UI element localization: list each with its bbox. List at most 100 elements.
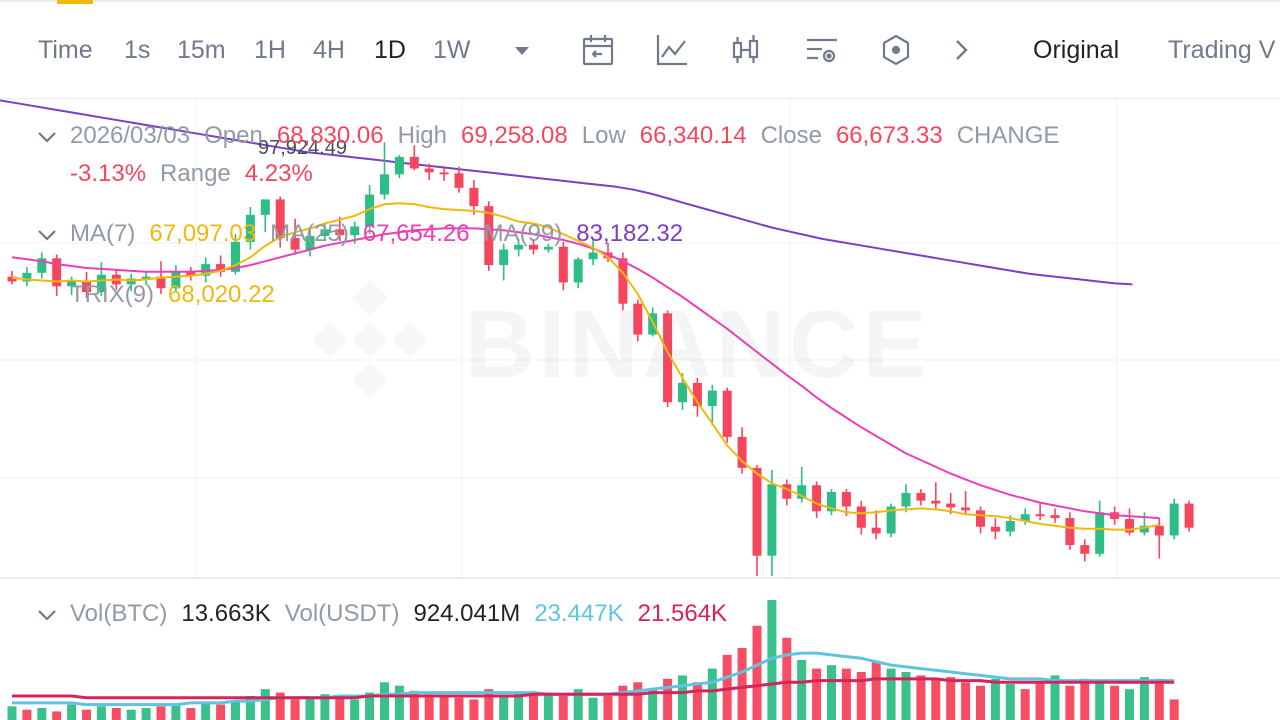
pane-divider[interactable] <box>0 577 1280 579</box>
candle <box>827 489 836 516</box>
chevron-down-icon[interactable] <box>36 224 58 246</box>
candlestick-type-icon[interactable] <box>728 32 764 68</box>
candle <box>990 518 1000 540</box>
candle <box>961 491 971 516</box>
volume-bar <box>752 625 762 720</box>
candle <box>633 299 643 342</box>
ma25-label: MA(25) <box>270 220 349 247</box>
volume-bar <box>856 672 866 720</box>
volume-bar <box>827 665 836 720</box>
volume-bar <box>96 706 106 720</box>
open-label: Open <box>204 122 263 149</box>
chevron-down-icon[interactable] <box>36 604 58 626</box>
chevron-right-icon[interactable] <box>944 32 980 68</box>
vol-btc-label: Vol(BTC) <box>70 600 168 627</box>
volume-bar <box>931 678 941 720</box>
candle <box>856 500 866 535</box>
volume-bar <box>558 696 568 720</box>
candle <box>1125 508 1134 536</box>
volume-bar <box>901 672 911 720</box>
indicator-chart-icon[interactable] <box>654 32 690 68</box>
trix-label: TRIX(9) <box>70 281 154 308</box>
ma25-line-path <box>11 227 1160 520</box>
volume-bar <box>216 704 226 720</box>
interval-1d[interactable]: 1D <box>374 36 406 64</box>
volume-bar <box>603 696 613 720</box>
candle <box>1080 539 1090 562</box>
candle <box>171 265 181 293</box>
candle <box>1139 512 1149 536</box>
ma-legend: MA(7) 67,097.03 MA(25) 67,654.26 MA(99) 83,18… <box>36 219 683 249</box>
view-tradingview-tab[interactable]: Trading V <box>1168 36 1276 64</box>
chevron-down-icon[interactable] <box>36 126 58 148</box>
high-label: High <box>397 122 447 149</box>
candle <box>1035 503 1045 520</box>
vol-ma1-value: 23.447K <box>534 600 624 627</box>
calendar-icon[interactable] <box>580 32 616 68</box>
candle <box>529 239 538 255</box>
candle <box>82 271 91 298</box>
volume-bar <box>67 704 77 720</box>
candle <box>916 489 926 506</box>
interval-time[interactable]: Time <box>38 36 93 64</box>
candle <box>454 166 464 193</box>
candle <box>588 239 598 266</box>
volume-bar <box>1020 689 1030 720</box>
volume-bar <box>841 668 851 720</box>
volume-bar <box>722 654 732 720</box>
candle <box>752 464 762 576</box>
view-original-tab[interactable]: Original <box>1033 36 1120 64</box>
volume-bar <box>1035 682 1045 720</box>
volume-bar <box>111 708 121 720</box>
volume-bar <box>201 702 211 720</box>
drawing-tools-icon[interactable] <box>878 32 914 68</box>
candle <box>1065 512 1075 550</box>
candle <box>260 199 270 233</box>
volume-legend: Vol(BTC) 13.663K Vol(USDT) 924.041M 23.447K 2… <box>36 599 727 629</box>
interval-1s[interactable]: 1s <box>124 36 151 64</box>
volume-bar <box>588 697 598 720</box>
volume-bar <box>782 637 792 720</box>
chart-settings-icon[interactable] <box>804 32 840 68</box>
range-value: 4.23% <box>244 160 313 187</box>
candle <box>52 254 62 296</box>
candle <box>931 482 941 511</box>
candle <box>901 484 911 513</box>
candle <box>275 196 285 248</box>
candle <box>96 262 106 296</box>
volume-bar <box>573 689 583 720</box>
volume-bar <box>171 704 181 720</box>
candle <box>767 469 777 576</box>
candle <box>692 378 702 417</box>
volume-bar <box>514 692 524 720</box>
top-border <box>0 0 1280 2</box>
volume-bar <box>886 668 896 720</box>
candle <box>216 255 226 277</box>
chart-toolbar: Time 1s 15m 1H 4H 1D 1W Original Tr <box>0 0 1280 99</box>
interval-4h[interactable]: 4H <box>313 36 345 64</box>
trix-legend: TRIX(9) 68,020.22 <box>70 280 275 310</box>
ma99-line <box>0 99 1133 286</box>
volume-bar <box>707 668 717 720</box>
ma99-line-path <box>0 99 1133 286</box>
candle <box>663 310 673 408</box>
candle <box>335 216 345 241</box>
interval-1h[interactable]: 1H <box>254 36 286 64</box>
watermark-text: BINANCE <box>465 291 931 398</box>
volume-bar <box>365 692 375 720</box>
volume-chart[interactable] <box>0 580 1280 720</box>
change-label: CHANGE <box>956 122 1060 149</box>
price-chart[interactable] <box>0 98 1280 578</box>
range-label: Range <box>160 160 231 187</box>
vol-btc-value: 13.663K <box>181 600 271 627</box>
candle <box>514 238 524 257</box>
volume-bar <box>275 692 285 720</box>
interval-1w[interactable]: 1W <box>433 36 471 64</box>
volume-bar <box>350 699 360 720</box>
dropdown-caret-icon[interactable] <box>504 32 540 68</box>
candle-date: 2026/03/03 <box>70 122 191 149</box>
ma7-value: 67,097.03 <box>149 220 257 247</box>
volume-bar <box>767 600 777 720</box>
candle <box>290 218 300 254</box>
interval-15m[interactable]: 15m <box>177 36 226 64</box>
